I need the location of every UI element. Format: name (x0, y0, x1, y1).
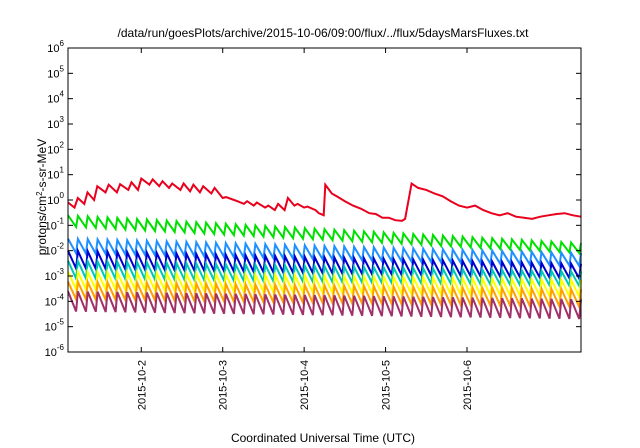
series-line-1 (67, 176, 582, 222)
y-axis-label: protons/cm2-s-sr-MeV (35, 139, 50, 255)
y-tick-label: 103 (47, 115, 64, 131)
series-line-8 (67, 290, 582, 320)
series-line-4 (67, 247, 582, 282)
y-tick-label: 10-3 (45, 267, 65, 283)
series-line-5 (67, 257, 582, 290)
plot-frame (67, 47, 582, 353)
series-line-3 (67, 235, 582, 269)
chart-title: /data/run/goesPlots/archive/2015-10-06/0… (118, 26, 530, 40)
y-tick-label: 10-6 (45, 343, 65, 359)
series-line-6 (67, 267, 582, 301)
series-line-2 (67, 213, 582, 256)
svg-text:protons/cm2-s-sr-MeV: protons/cm2-s-sr-MeV (35, 139, 50, 255)
x-tick-label: 2015-10-5 (381, 360, 393, 410)
y-tick-label: 100 (47, 191, 64, 207)
y-tick-label: 10-4 (45, 292, 65, 308)
y-tick-label: 106 (47, 39, 64, 55)
x-axis-label: Coordinated Universal Time (UTC) (231, 431, 415, 445)
y-tick-label: 10-1 (45, 216, 65, 232)
series-layer (67, 176, 582, 320)
y-axis: 10-6 10-5 10-4 10-3 10-2 10-1 100 101 102 103 104 1… (45, 39, 581, 359)
series-line-7 (67, 278, 582, 311)
y-tick-label: 102 (47, 140, 64, 156)
y-tick-label: 104 (47, 90, 64, 106)
y-tick-label: 10-2 (45, 242, 65, 258)
x-tick-label: 2015-10-4 (299, 360, 311, 410)
y-tick-label: 101 (47, 166, 64, 182)
x-tick-label: 2015-10-3 (218, 360, 230, 410)
x-tick-label: 2015-10-2 (136, 360, 148, 410)
x-axis: 2015-10-2 2015-10-3 2015-10-4 2015-10-5 2015… (136, 48, 474, 410)
y-tick-label: 105 (47, 64, 64, 80)
y-tick-label: 10-5 (45, 318, 65, 334)
x-tick-label: 2015-10-6 (462, 360, 474, 410)
